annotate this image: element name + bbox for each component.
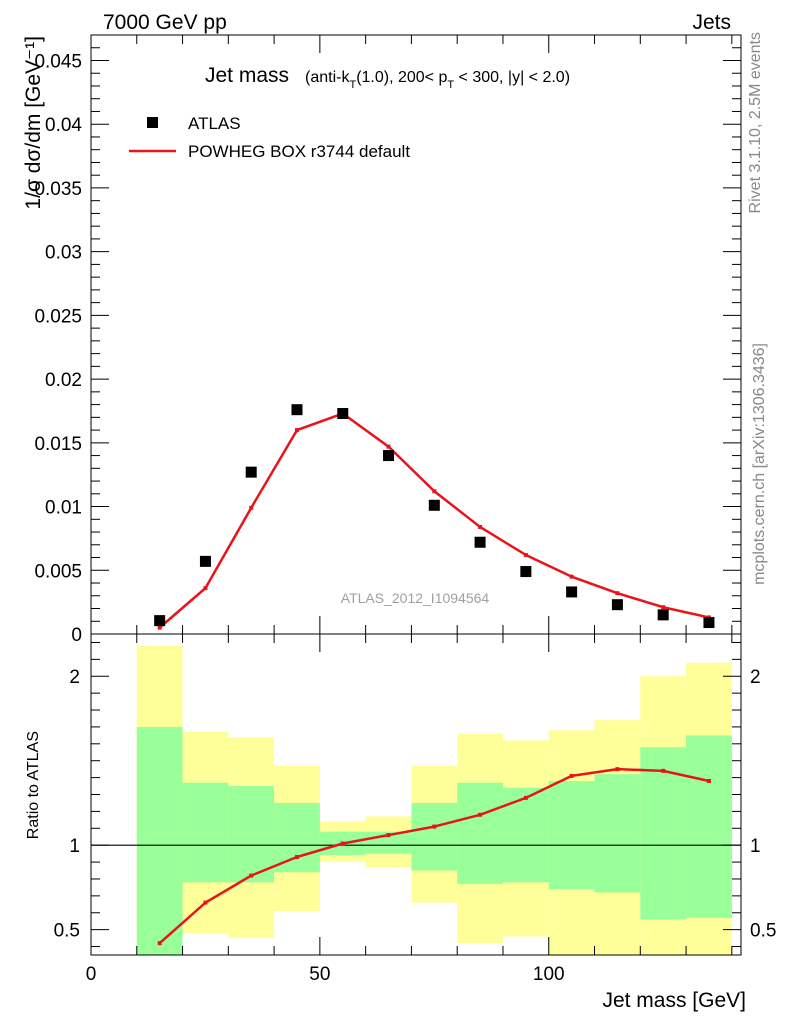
- ratio-mc-point: [432, 824, 437, 829]
- mc-point: [294, 428, 299, 433]
- ratio-y-tick-label: 2: [69, 667, 80, 688]
- x-tick-label: 0: [86, 964, 97, 985]
- data-point: [245, 466, 257, 478]
- main-title: Jet mass: [205, 64, 289, 87]
- main-data-series: [154, 404, 715, 629]
- inner-band-bin: [457, 782, 503, 885]
- legend-data-marker: [147, 117, 158, 128]
- ratio-mc-point: [661, 768, 666, 773]
- ratio-y-tick-label-right: 0.5: [750, 921, 776, 942]
- main-axis-ticks: [90, 34, 741, 635]
- ratio-mc-point: [569, 773, 574, 778]
- ratio-mc-point: [157, 941, 162, 946]
- mc-point: [523, 552, 528, 557]
- main-y-tick-label: 0.045: [34, 51, 82, 72]
- inner-band-bin: [136, 726, 183, 955]
- ratio-mc-point: [706, 778, 711, 783]
- ratio-frame: [90, 633, 742, 956]
- mc-point: [615, 591, 620, 596]
- main-y-tick-label: 0.03: [45, 243, 82, 264]
- ratio-mc-point: [523, 795, 528, 800]
- analysis-watermark: ATLAS_2012_I1094564: [341, 590, 490, 606]
- ratio-y-tick-label: 0.5: [54, 921, 80, 942]
- inner-band-bin: [594, 774, 641, 893]
- main-y-tick-label: 0.01: [45, 498, 82, 519]
- data-point: [520, 566, 532, 578]
- legend-mc-label: POWHEG BOX r3744 default: [188, 142, 410, 161]
- ratio-mc-series: [157, 767, 711, 946]
- data-point: [428, 499, 440, 511]
- mc-point: [386, 444, 391, 449]
- ratio-x-tick-labels: 0 50 100: [86, 964, 565, 985]
- inner-band-bin: [502, 787, 549, 883]
- ratio-inner-band: [136, 726, 732, 955]
- data-point: [657, 609, 669, 621]
- ratio-mc-point: [203, 900, 208, 905]
- ratio-mc-point: [249, 873, 254, 878]
- header-energy-label: 7000 GeV pp: [103, 11, 227, 34]
- mc-point: [249, 505, 254, 510]
- mc-point: [157, 625, 162, 630]
- data-point: [566, 586, 578, 598]
- mc-point: [478, 524, 483, 529]
- ratio-y-tick-label-right: 2: [750, 667, 761, 688]
- data-point: [291, 404, 303, 416]
- mc-point: [432, 489, 437, 494]
- ratio-mc-point: [478, 812, 483, 817]
- mcplots-label: mcplots.cern.ch [arXiv:1306.3436]: [751, 343, 768, 585]
- ratio-panel: 0.5 0.5 1 1 2 2 0 50 100 Ratio to ATLAS Jet mas…: [25, 633, 777, 1012]
- inner-band-bin: [686, 735, 732, 918]
- ratio-y-tick-labels: 0.5 0.5 1 1 2 2: [54, 667, 777, 941]
- mc-point: [661, 605, 666, 610]
- inner-band-bin: [182, 782, 229, 883]
- inner-band-bin: [274, 802, 320, 873]
- inner-band-bin: [228, 786, 275, 883]
- main-y-tick-label: 0.025: [34, 306, 82, 327]
- main-mc-series: [157, 411, 711, 630]
- inner-band-bin: [640, 747, 687, 920]
- data-point: [474, 536, 486, 548]
- main-y-tick-label: 0.04: [45, 115, 82, 136]
- ratio-mc-point: [615, 767, 620, 772]
- main-y-tick-label: 0.005: [34, 561, 82, 582]
- data-point: [611, 599, 623, 611]
- main-title-detail: (anti-kT(1.0), 200< pT < 300, |y| < 2.0): [305, 69, 570, 91]
- inner-band-bin: [548, 780, 595, 890]
- data-point: [383, 450, 395, 462]
- main-y-axis-label: 1/σ dσ/dm [GeV⁻¹]: [22, 36, 45, 210]
- data-point: [703, 617, 715, 629]
- inner-band-bin: [411, 802, 458, 871]
- ratio-y-axis-label: Ratio to ATLAS: [25, 731, 42, 839]
- main-y-tick-label: 0.035: [34, 179, 82, 200]
- main-y-tick-label: 0.015: [34, 434, 82, 455]
- data-point: [199, 555, 211, 567]
- ratio-mc-point: [340, 841, 345, 846]
- x-tick-label: 100: [533, 964, 565, 985]
- ratio-mc-point: [294, 855, 299, 860]
- ratio-mc-point: [386, 833, 391, 838]
- main-y-tick-label: 0: [71, 625, 82, 646]
- rivet-version-label: Rivet 3.1.10, 2.5M events: [747, 32, 764, 213]
- main-y-tick-label: 0.02: [45, 370, 82, 391]
- x-tick-label: 50: [309, 964, 330, 985]
- data-point: [337, 408, 349, 420]
- header-category-label: Jets: [692, 11, 731, 34]
- ratio-y-tick-label: 1: [69, 836, 80, 857]
- mc-point: [569, 574, 574, 579]
- data-point: [154, 615, 166, 627]
- main-panel: 0 0.005 0.01 0.015 0.02 0.025 0.03 0.035 0.04 0.0…: [22, 34, 742, 646]
- ratio-axis-ticks: [90, 634, 741, 955]
- x-axis-label: Jet mass [GeV]: [602, 989, 746, 1012]
- mc-point: [203, 586, 208, 591]
- main-y-tick-labels: 0 0.005 0.01 0.015 0.02 0.025 0.03 0.035 0.04 0.0…: [34, 51, 82, 646]
- ratio-y-tick-label-right: 1: [750, 836, 761, 857]
- legend-data-label: ATLAS: [188, 114, 241, 133]
